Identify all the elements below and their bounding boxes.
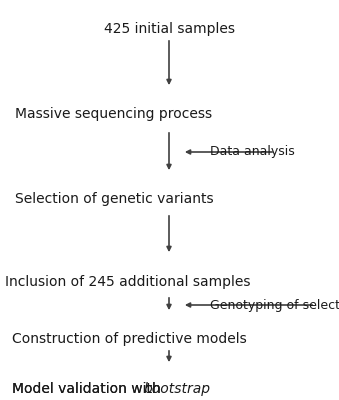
Text: bootstrap: bootstrap <box>144 382 211 396</box>
Text: Selection of genetic variants: Selection of genetic variants <box>15 192 214 206</box>
Text: 425 initial samples: 425 initial samples <box>103 22 235 36</box>
Text: Model validation with: Model validation with <box>12 382 165 396</box>
Text: Genotyping of selected variants: Genotyping of selected variants <box>210 298 339 312</box>
Text: Inclusion of 245 additional samples: Inclusion of 245 additional samples <box>5 275 251 289</box>
Text: Massive sequencing process: Massive sequencing process <box>15 107 212 121</box>
Text: Construction of predictive models: Construction of predictive models <box>12 332 247 346</box>
Text: Model validation with: Model validation with <box>12 382 165 396</box>
Text: Data analysis: Data analysis <box>210 146 295 158</box>
